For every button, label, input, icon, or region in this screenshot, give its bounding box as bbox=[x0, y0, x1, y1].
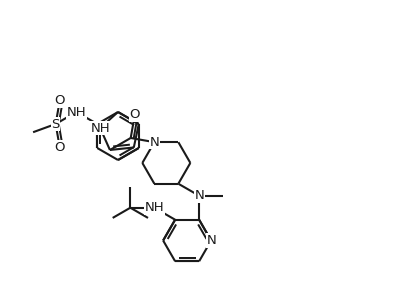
Text: O: O bbox=[130, 108, 140, 121]
Text: NH: NH bbox=[144, 201, 164, 214]
Text: S: S bbox=[52, 117, 60, 131]
Text: O: O bbox=[54, 141, 65, 154]
Text: N: N bbox=[150, 136, 159, 149]
Text: N: N bbox=[150, 136, 159, 149]
Text: NH: NH bbox=[67, 106, 86, 119]
Text: NH: NH bbox=[90, 122, 110, 135]
Text: N: N bbox=[206, 234, 216, 247]
Text: N: N bbox=[194, 189, 204, 202]
Text: O: O bbox=[54, 94, 65, 107]
